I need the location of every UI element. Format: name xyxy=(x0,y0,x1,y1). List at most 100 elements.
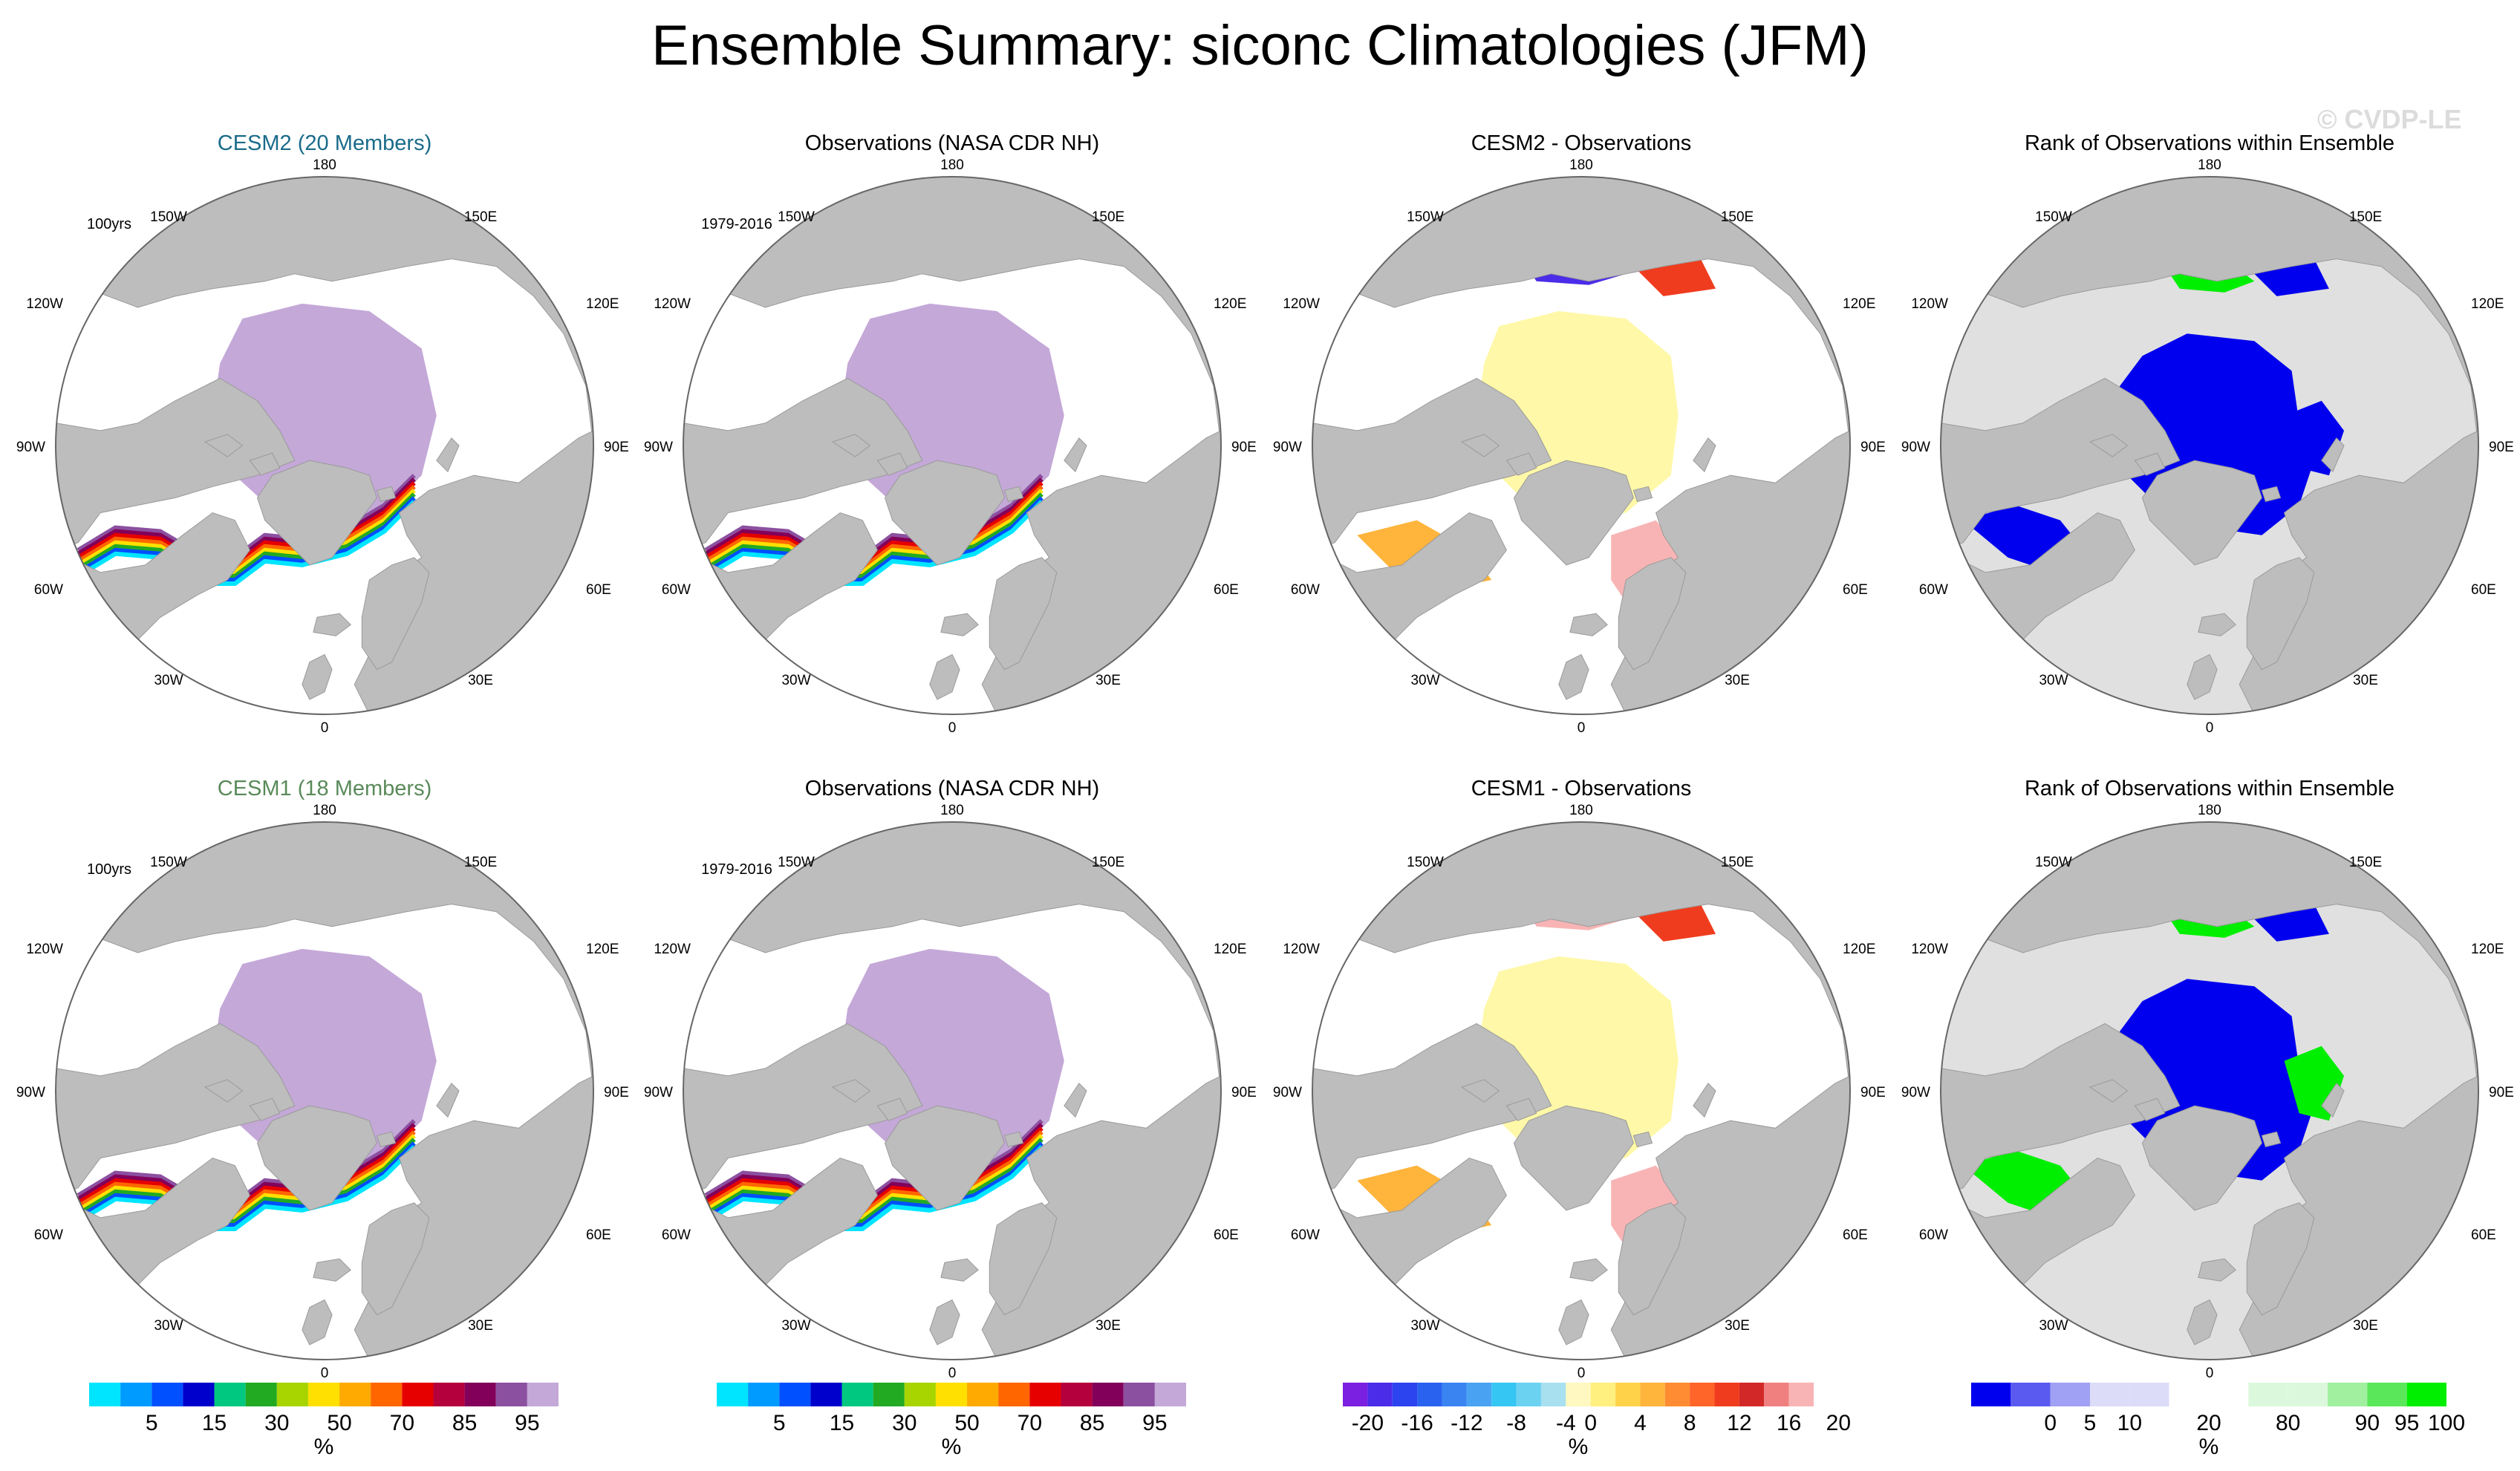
colorbar-swatch xyxy=(904,1383,936,1406)
land-svalbard xyxy=(1632,1131,1653,1147)
lon-label-60w: 60W xyxy=(1919,582,1948,598)
map-border xyxy=(55,821,594,1360)
ice-edge-band xyxy=(76,481,416,567)
lon-label-180: 180 xyxy=(313,157,336,173)
colorbar-tick-label: 12 xyxy=(1727,1411,1751,1435)
map-panel: Observations (NASA CDR NH) 1979-2016 180 0 1… xyxy=(644,777,1257,1381)
colorbar-unit: % xyxy=(942,1435,962,1459)
ice-edge-band xyxy=(704,474,1044,560)
panel-subtitle: 1979-2016 xyxy=(701,861,772,878)
land-uk xyxy=(1558,653,1589,700)
colorbar-tick-label: 0 xyxy=(2044,1411,2057,1435)
lon-label-150w: 150W xyxy=(150,209,187,225)
land-island xyxy=(1505,452,1537,476)
land-novaya-zemlya xyxy=(2321,437,2345,473)
land-siberia xyxy=(683,822,1221,1092)
lon-label-60e: 60E xyxy=(2471,1227,2496,1243)
lon-label-120e: 120E xyxy=(1843,942,1875,957)
colorbar-unit: % xyxy=(2199,1435,2219,1459)
colorbar-swatch xyxy=(2288,1383,2328,1406)
lon-label-120w: 120W xyxy=(1283,296,1320,312)
colorbar-swatch xyxy=(2406,1383,2446,1406)
lon-label-60w: 60W xyxy=(662,1227,691,1243)
colorbar-swatch xyxy=(1392,1383,1418,1406)
land-siberia xyxy=(56,822,593,1092)
ice-edge-band xyxy=(76,496,416,583)
land-svalbard xyxy=(2261,1131,2282,1147)
land-island xyxy=(1460,434,1500,457)
land-greenland xyxy=(256,1105,377,1211)
lon-label-30e: 30E xyxy=(468,673,493,688)
land-iceland xyxy=(2198,1258,2236,1282)
land-siberia xyxy=(1941,822,2478,1092)
lon-label-30w: 30W xyxy=(2039,673,2068,688)
land-scandinavia xyxy=(361,557,430,671)
ice-edge-band xyxy=(76,500,416,587)
lon-label-180: 180 xyxy=(313,803,336,818)
colorbar-swatch xyxy=(873,1383,905,1406)
land-island xyxy=(2134,1097,2166,1121)
ice-edge-band xyxy=(704,1134,1044,1220)
land-scandinavia xyxy=(1618,557,1687,671)
ice-edge-band xyxy=(76,1134,416,1220)
land-siberia xyxy=(683,177,1221,446)
map-panel: Rank of Observations within Ensemble 180 0… xyxy=(1901,131,2514,736)
land-iceland xyxy=(1569,1258,1608,1282)
lon-label-120e: 120E xyxy=(586,942,619,957)
colorbar-swatch xyxy=(527,1383,559,1406)
colorbar-swatch xyxy=(1466,1383,1492,1406)
lon-label-0: 0 xyxy=(321,720,329,736)
panel-title: CESM2 (20 Members) xyxy=(218,131,432,155)
lon-label-60e: 60E xyxy=(1843,1227,1868,1243)
colorbar-swatch xyxy=(748,1383,780,1406)
colorbar-tick-label: 80 xyxy=(2276,1411,2300,1435)
lon-label-30w: 30W xyxy=(781,1318,810,1334)
panel-title: CESM2 - Observations xyxy=(1471,131,1692,155)
panel-title: Observations (NASA CDR NH) xyxy=(805,131,1099,155)
land-iceland xyxy=(940,1258,979,1282)
colorbar-swatch xyxy=(214,1383,246,1406)
ice-edge-band xyxy=(704,1119,1044,1205)
lon-label-0: 0 xyxy=(948,1366,957,1381)
lon-label-30w: 30W xyxy=(154,673,183,688)
land-novaya-zemlya xyxy=(436,437,460,473)
ice-edge-band xyxy=(704,481,1044,567)
land-scandinavia xyxy=(2246,557,2315,671)
colorbar-swatch xyxy=(1690,1383,1715,1406)
colorbar-tick-label: 5 xyxy=(2084,1411,2097,1435)
land-novaya-zemlya xyxy=(1693,1083,1716,1118)
lon-label-30w: 30W xyxy=(1410,673,1439,688)
colorbar-swatch xyxy=(307,1383,340,1406)
map-content xyxy=(1941,177,2478,714)
colorbar-swatch xyxy=(120,1383,152,1406)
colorbar-swatch xyxy=(2090,1383,2130,1406)
colorbar-swatch xyxy=(1971,1383,2011,1406)
land-svalbard xyxy=(1003,486,1024,502)
ice-edge-band xyxy=(704,492,1044,579)
lon-label-120e: 120E xyxy=(2471,942,2504,957)
lon-label-60e: 60E xyxy=(1214,582,1239,598)
lon-label-90e: 90E xyxy=(604,440,629,455)
map-content xyxy=(1312,822,1850,1360)
map-content xyxy=(683,822,1221,1360)
colorbar-swatch xyxy=(1664,1383,1690,1406)
panel-subtitle: 100yrs xyxy=(87,861,131,878)
land-island xyxy=(831,434,871,457)
panel-title: CESM1 (18 Members) xyxy=(218,777,432,800)
land-siberia xyxy=(1941,177,2478,446)
colorbar-swatch xyxy=(1739,1383,1765,1406)
ice-edge-band xyxy=(704,1126,1044,1213)
lon-label-120w: 120W xyxy=(26,942,63,957)
lon-label-90e: 90E xyxy=(1860,1085,1886,1100)
land-novaya-zemlya xyxy=(1693,437,1716,473)
map-panel: Observations (NASA CDR NH) 1979-2016 180 0 1… xyxy=(644,131,1257,736)
panel-title: Rank of Observations within Ensemble xyxy=(2025,777,2394,800)
map-content xyxy=(1941,822,2478,1360)
land-greenland xyxy=(256,460,377,566)
colorbar-tick-label: 95 xyxy=(1142,1411,1167,1435)
colorbar-tick-label: 70 xyxy=(390,1411,414,1435)
colorbar-swatch xyxy=(276,1383,308,1406)
land-uk xyxy=(929,653,960,700)
colorbar-swatch xyxy=(1714,1383,1739,1406)
